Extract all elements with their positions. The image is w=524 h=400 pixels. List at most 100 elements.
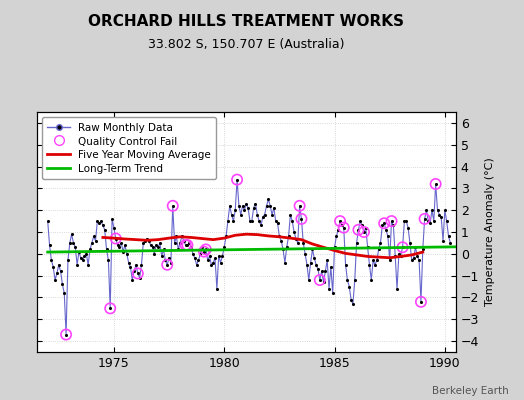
Point [248,218,256,224]
Point [341,262,350,268]
Point [200,248,208,255]
Point [319,279,328,285]
Point [51,277,59,283]
Point [132,262,140,268]
Point [315,277,324,283]
Point [439,238,447,244]
Point [312,262,320,268]
Point [409,255,418,261]
Point [395,251,403,257]
Point [115,244,124,250]
Point [233,176,241,183]
Point [398,244,407,250]
Point [156,240,164,246]
Point [387,218,396,224]
Point [406,240,414,246]
Point [375,246,383,253]
Y-axis label: Temperature Anomaly (°C): Temperature Anomaly (°C) [485,158,495,306]
Point [192,262,201,268]
Point [202,246,210,253]
Point [148,244,157,250]
Point [380,220,388,226]
Point [84,262,92,268]
Point [225,203,234,209]
Point [101,227,109,233]
Point [415,257,423,264]
Point [431,181,440,187]
Point [354,227,363,233]
Point [393,286,401,292]
Point [108,216,116,222]
Point [444,233,453,240]
Point [187,244,195,250]
Point [330,244,339,250]
Point [323,257,331,264]
Point [134,270,142,277]
Point [236,211,245,218]
Point [288,218,297,224]
Point [178,233,186,240]
Point [308,246,316,253]
Point [275,233,283,240]
Point [292,235,300,242]
Point [285,233,293,240]
Point [169,203,177,209]
Point [150,251,159,257]
Point [203,257,212,264]
Point [299,240,308,246]
Point [293,240,302,246]
Point [402,218,410,224]
Point [136,275,144,281]
Point [53,270,61,277]
Point [404,224,412,231]
Point [389,222,398,229]
Point [411,244,420,250]
Point [253,211,261,218]
Point [326,264,335,270]
Point [163,262,171,268]
Point [290,229,298,235]
Point [119,248,127,255]
Point [183,242,192,248]
Point [62,331,70,338]
Point [185,240,193,246]
Point [441,207,449,213]
Point [446,240,454,246]
Point [71,244,80,250]
Point [86,246,94,253]
Point [380,220,388,226]
Point [106,305,114,312]
Point [165,255,173,261]
Point [387,218,396,224]
Point [238,203,247,209]
Point [343,277,352,283]
Point [301,251,309,257]
Point [43,218,52,224]
Point [325,286,333,292]
Point [60,290,69,296]
Point [220,244,228,250]
Point [408,257,416,264]
Point [106,305,114,312]
Point [222,233,230,240]
Point [397,253,405,259]
Point [424,218,432,224]
Point [62,331,70,338]
Point [430,218,438,224]
Point [314,266,322,272]
Point [400,218,409,224]
Point [362,224,370,231]
Point [378,222,387,229]
Point [196,251,204,257]
Point [347,296,355,303]
Point [58,281,67,288]
Point [163,262,171,268]
Point [356,218,365,224]
Point [413,253,421,259]
Point [207,262,215,268]
Point [270,205,278,211]
Point [130,268,138,274]
Point [244,205,252,211]
Point [296,203,304,209]
Point [255,218,264,224]
